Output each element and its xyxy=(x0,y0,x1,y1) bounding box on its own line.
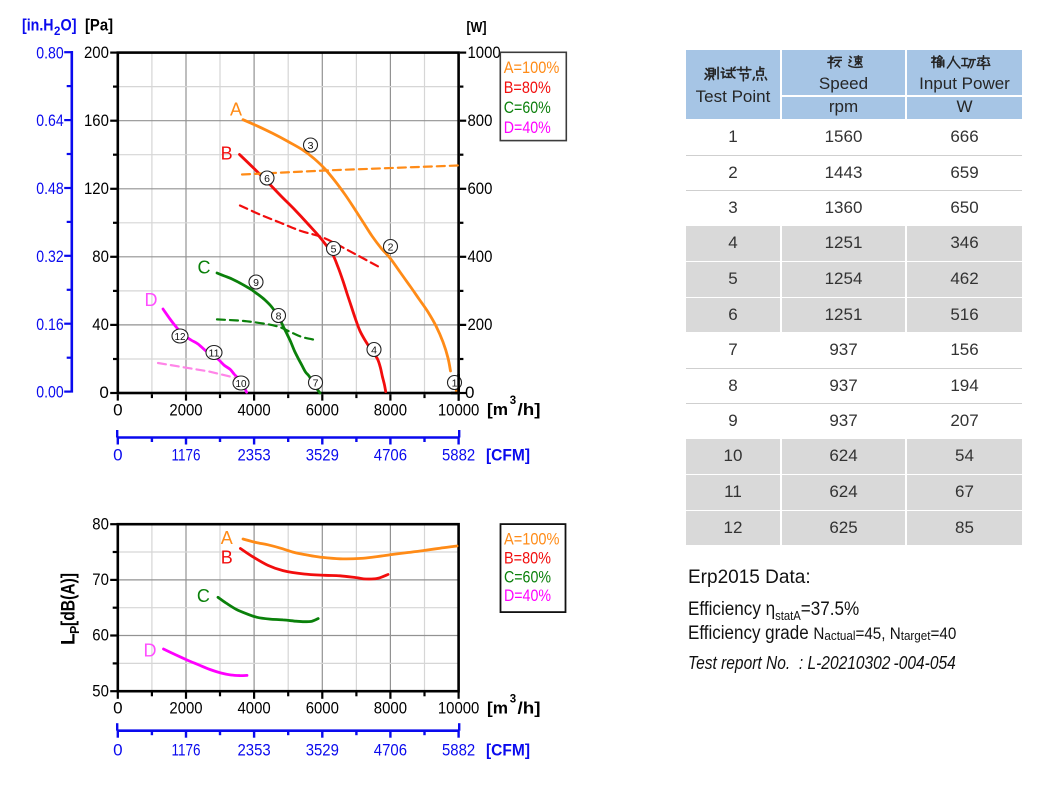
svg-text:[W]: [W] xyxy=(467,19,487,36)
svg-text:11: 11 xyxy=(209,347,220,359)
svg-text:[dB(A)]: [dB(A)] xyxy=(58,573,79,626)
svg-text:12: 12 xyxy=(175,331,186,343)
svg-text:0: 0 xyxy=(113,446,122,465)
svg-text:80: 80 xyxy=(92,514,109,533)
svg-text:C=60%: C=60% xyxy=(504,99,551,117)
svg-text:2000: 2000 xyxy=(169,400,202,419)
svg-text:9: 9 xyxy=(253,277,259,289)
svg-text:0.64: 0.64 xyxy=(36,111,63,130)
svg-text:6000: 6000 xyxy=(306,699,339,718)
svg-text:0: 0 xyxy=(465,383,474,402)
svg-text:4000: 4000 xyxy=(238,699,271,718)
svg-text:200: 200 xyxy=(468,315,493,334)
svg-text:/h]: /h] xyxy=(518,400,541,419)
svg-text:B=80%: B=80% xyxy=(504,549,551,567)
svg-text:400: 400 xyxy=(468,247,493,266)
svg-text:0: 0 xyxy=(113,741,122,760)
svg-text:1: 1 xyxy=(452,377,458,389)
svg-text:4706: 4706 xyxy=(374,741,407,760)
svg-text:6: 6 xyxy=(264,173,270,185)
svg-text:10000: 10000 xyxy=(438,699,480,718)
svg-text:0: 0 xyxy=(99,383,108,402)
svg-text:7: 7 xyxy=(313,377,319,389)
svg-text:O]: O] xyxy=(61,16,77,34)
svg-text:[m: [m xyxy=(487,400,508,419)
svg-text:800: 800 xyxy=(468,111,493,130)
svg-text:160: 160 xyxy=(84,111,109,130)
svg-text:B=80%: B=80% xyxy=(504,79,551,97)
svg-text:10000: 10000 xyxy=(438,400,480,419)
svg-text:1000: 1000 xyxy=(468,43,501,62)
svg-text:3: 3 xyxy=(510,694,516,706)
svg-text:0.80: 0.80 xyxy=(36,43,63,62)
svg-text:5882: 5882 xyxy=(442,741,475,760)
svg-text:0.48: 0.48 xyxy=(36,179,63,198)
svg-text:6000: 6000 xyxy=(306,400,339,419)
svg-text:D: D xyxy=(145,290,158,310)
svg-text:200: 200 xyxy=(84,43,109,62)
svg-text:[in.H: [in.H xyxy=(22,16,54,34)
svg-text:8000: 8000 xyxy=(374,699,407,718)
svg-text:5882: 5882 xyxy=(442,446,475,465)
svg-text:0.32: 0.32 xyxy=(36,247,63,266)
svg-text:4: 4 xyxy=(371,344,377,356)
svg-text:[m: [m xyxy=(487,699,508,718)
svg-text:[Pa]: [Pa] xyxy=(85,16,113,34)
svg-text:3: 3 xyxy=(308,140,314,152)
svg-text:2353: 2353 xyxy=(238,446,271,465)
svg-text:A: A xyxy=(230,100,242,120)
svg-text:3: 3 xyxy=(510,395,516,407)
svg-text:D=40%: D=40% xyxy=(504,119,551,137)
svg-text:[CFM]: [CFM] xyxy=(486,741,530,760)
svg-text:B: B xyxy=(221,144,233,164)
svg-text:0.16: 0.16 xyxy=(36,315,63,334)
svg-text:[CFM]: [CFM] xyxy=(486,446,530,465)
svg-text:5: 5 xyxy=(331,243,337,255)
svg-text:P: P xyxy=(68,626,82,634)
svg-text:40: 40 xyxy=(92,315,109,334)
svg-text:10: 10 xyxy=(236,378,247,390)
svg-text:80: 80 xyxy=(92,247,109,266)
svg-text:D=40%: D=40% xyxy=(504,587,551,605)
svg-text:70: 70 xyxy=(92,570,109,589)
svg-text:L: L xyxy=(58,633,79,645)
svg-text:50: 50 xyxy=(92,681,109,700)
svg-text:2: 2 xyxy=(388,241,394,253)
svg-text:0: 0 xyxy=(113,400,122,419)
svg-text:2353: 2353 xyxy=(238,741,271,760)
svg-text:3529: 3529 xyxy=(306,741,339,760)
svg-text:4706: 4706 xyxy=(374,446,407,465)
svg-text:/h]: /h] xyxy=(518,699,541,718)
svg-text:C: C xyxy=(197,586,210,606)
svg-text:A: A xyxy=(221,528,233,548)
svg-text:4000: 4000 xyxy=(238,400,271,419)
svg-text:C: C xyxy=(198,258,211,278)
svg-text:1176: 1176 xyxy=(172,741,201,760)
svg-text:C=60%: C=60% xyxy=(504,568,551,586)
svg-text:8: 8 xyxy=(276,310,282,322)
svg-text:600: 600 xyxy=(468,179,493,198)
svg-text:8000: 8000 xyxy=(374,400,407,419)
svg-text:A=100%: A=100% xyxy=(504,531,560,549)
svg-text:0.00: 0.00 xyxy=(36,383,63,402)
svg-text:2: 2 xyxy=(54,26,60,38)
svg-text:A=100%: A=100% xyxy=(504,59,560,77)
svg-text:D: D xyxy=(144,641,157,661)
svg-text:60: 60 xyxy=(92,626,109,645)
svg-text:2000: 2000 xyxy=(169,699,202,718)
svg-text:120: 120 xyxy=(84,179,109,198)
svg-text:0: 0 xyxy=(113,699,122,718)
svg-text:1176: 1176 xyxy=(172,446,201,465)
svg-text:B: B xyxy=(221,548,233,568)
svg-text:3529: 3529 xyxy=(306,446,339,465)
